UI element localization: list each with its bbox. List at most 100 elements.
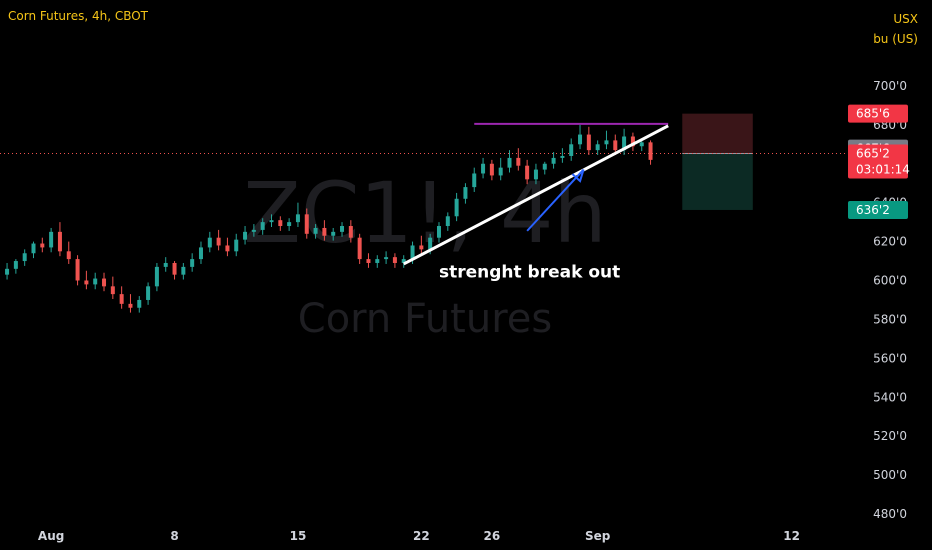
candle [304,208,309,239]
candle-body [340,226,345,232]
time-tick-label: 26 [484,529,501,543]
candle-body [225,245,230,252]
candle-body [251,229,256,232]
candle-body [639,142,644,147]
time-tick-label: 12 [783,529,800,543]
drawings[interactable]: strenght break out [403,122,669,283]
price-tick-label: 520'0 [873,429,907,443]
annotation-text[interactable]: strenght break out [439,263,620,283]
candle-body [384,257,389,260]
candle [93,272,98,290]
time-tick-label: 8 [170,529,178,543]
candle [375,255,380,268]
candle-body [190,259,195,267]
candle [595,140,600,155]
candle-body [366,259,371,263]
candle [516,148,521,171]
time-tick-label: 22 [413,529,430,543]
candle [66,241,71,264]
candle-body [348,226,353,238]
price-badge [848,200,908,219]
candle [163,257,168,272]
candle [366,253,371,268]
candle-body [31,243,36,254]
candle [648,140,653,165]
candle [357,233,362,264]
price-badge-label: 665'2 [856,147,890,161]
candle [569,138,574,161]
take-profit-zone[interactable] [682,153,753,210]
candle [507,150,512,173]
price-tick-label: 560'0 [873,351,907,365]
candle [481,157,486,179]
candle [40,237,45,253]
candle-body [216,237,221,246]
candle [604,130,609,150]
candle-body [533,169,538,180]
candle [181,262,186,280]
watermark: ZC1!, 4h Corn Futures [243,164,606,342]
candle-body [163,262,168,267]
time-axis[interactable]: Aug 8 15 22 26 Sep 12 [38,529,800,543]
currency-label: USX bu (US) [873,9,918,49]
watermark-ticker: ZC1!, 4h [243,164,606,262]
time-tick-label: Sep [585,529,611,543]
price-tick-label: 580'0 [873,312,907,326]
candle-body [569,144,574,156]
candle-body [472,173,477,188]
candle-body [542,163,547,170]
candle-body [436,226,441,238]
candle-body [578,134,583,145]
candle-body [57,231,62,252]
candle-body [102,278,107,287]
stop-loss-zone[interactable] [682,113,753,154]
candle [322,220,327,241]
candle-body [595,144,600,151]
candle-body [525,165,530,180]
candle [251,224,256,237]
candle [472,167,477,192]
candle-body [613,140,618,151]
candle [542,161,547,175]
price-axis[interactable]: 700'0680'0660'0640'0620'0600'0580'0560'0… [873,79,907,521]
candle [243,226,248,245]
candle [454,192,459,222]
candle-body [551,157,556,164]
candle-body [181,266,186,275]
arrow-head-icon [571,169,585,183]
candle-body [119,294,124,304]
candle-body [489,163,494,176]
candle-body [40,243,45,248]
candle [419,235,424,255]
candle-body [357,237,362,260]
candle [384,251,389,264]
candle-body [172,262,177,275]
candle-body [295,214,300,223]
price-badge-label: 636'2 [856,203,890,217]
candle-body [648,142,653,160]
currency-measure: bu (US) [873,32,918,46]
candle [331,227,336,241]
arrow-line[interactable] [526,168,585,232]
candle-body [66,251,71,260]
candle [172,261,177,280]
symbol-title[interactable]: Corn Futures, 4h, CBOT [8,9,149,23]
trendline[interactable] [403,124,669,266]
candle [295,202,300,227]
candle-body [313,227,318,234]
candles [0,124,848,313]
candle [436,222,441,243]
candle [445,212,450,231]
candle-body [445,216,450,227]
candle-body [13,261,18,269]
candle-body [630,136,635,147]
candle-body [154,266,159,287]
countdown-label: 03:01:14 [856,163,910,177]
candle [586,126,591,155]
candle [313,224,318,239]
candle-body [481,163,486,174]
position-box[interactable] [682,113,753,210]
price-badge-label: 685'6 [856,107,890,121]
candle-body [234,239,239,252]
